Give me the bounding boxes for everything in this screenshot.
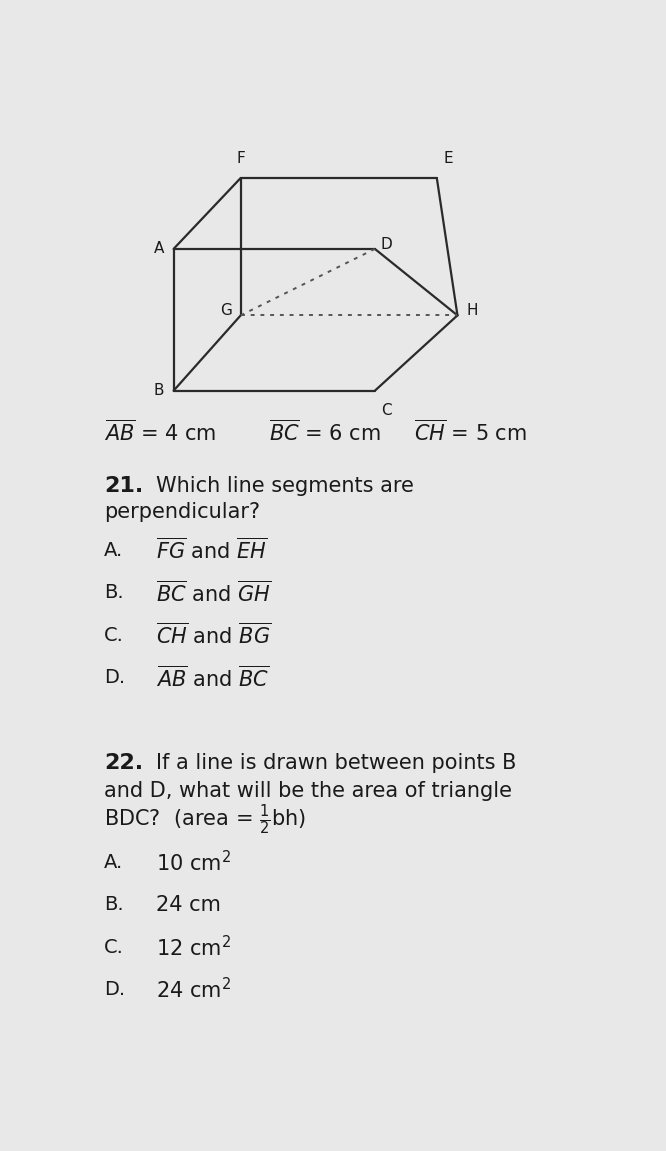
Text: D: D [380, 237, 392, 252]
Text: D.: D. [104, 981, 125, 999]
Text: E: E [444, 151, 453, 166]
Text: 24 cm: 24 cm [156, 894, 220, 915]
Text: BDC?  (area = $\frac{1}{2}$bh): BDC? (area = $\frac{1}{2}$bh) [104, 802, 306, 837]
Text: and D, what will be the area of triangle: and D, what will be the area of triangle [104, 782, 512, 801]
Text: $\overline{FG}$ and $\overline{EH}$: $\overline{FG}$ and $\overline{EH}$ [156, 538, 267, 563]
Text: $\overline{CH}$ and $\overline{BG}$: $\overline{CH}$ and $\overline{BG}$ [156, 623, 271, 648]
Text: 21.: 21. [104, 475, 143, 496]
Text: C.: C. [104, 938, 124, 956]
Text: B: B [154, 383, 165, 398]
Text: $\overline{BC}$ and $\overline{GH}$: $\overline{BC}$ and $\overline{GH}$ [156, 580, 271, 605]
Text: 12 cm$^2$: 12 cm$^2$ [156, 935, 230, 960]
Text: 10 cm$^2$: 10 cm$^2$ [156, 849, 230, 875]
Text: $\overline{BC}$ = 6 cm: $\overline{BC}$ = 6 cm [269, 420, 380, 445]
Text: G: G [220, 304, 232, 319]
Text: H: H [466, 304, 478, 319]
Text: perpendicular?: perpendicular? [104, 502, 260, 523]
Text: $\overline{AB}$ = 4 cm: $\overline{AB}$ = 4 cm [104, 420, 216, 445]
Text: $\overline{AB}$ and $\overline{BC}$: $\overline{AB}$ and $\overline{BC}$ [156, 665, 268, 691]
Text: C.: C. [104, 626, 124, 645]
Text: 24 cm$^2$: 24 cm$^2$ [156, 977, 230, 1003]
Text: A.: A. [104, 853, 123, 871]
Text: 22.: 22. [104, 753, 143, 773]
Text: $\overline{CH}$ = 5 cm: $\overline{CH}$ = 5 cm [414, 420, 527, 445]
Text: F: F [236, 151, 245, 166]
Text: If a line is drawn between points B: If a line is drawn between points B [156, 753, 516, 773]
Text: A.: A. [104, 541, 123, 559]
Text: A: A [154, 242, 165, 257]
Text: Which line segments are: Which line segments are [156, 475, 414, 496]
Text: B.: B. [104, 895, 123, 914]
Text: B.: B. [104, 584, 123, 602]
Text: C: C [381, 403, 392, 418]
Text: D.: D. [104, 669, 125, 687]
